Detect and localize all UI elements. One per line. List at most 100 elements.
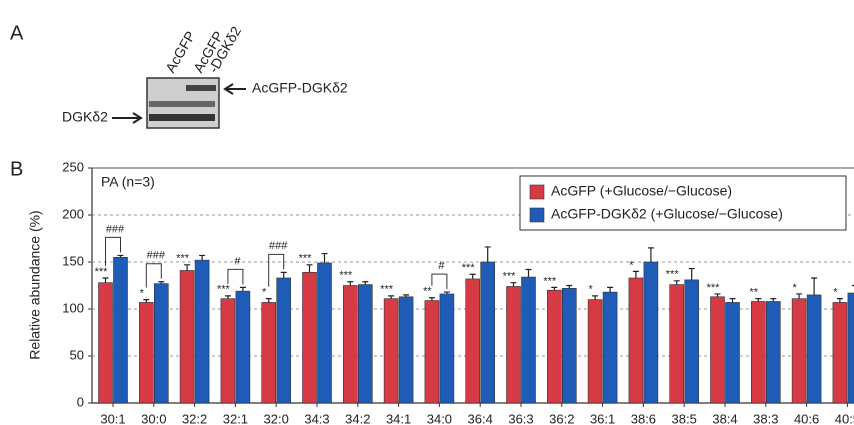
error-bar (796, 294, 802, 299)
significance: * (792, 282, 797, 294)
error-bar (770, 299, 776, 302)
error-bar (511, 283, 517, 287)
error-bar (755, 299, 761, 302)
error-bar (633, 271, 639, 278)
bar (807, 295, 821, 403)
bar (792, 299, 806, 403)
panel-letter: A (10, 22, 24, 44)
error-bar (143, 300, 149, 303)
x-tick-label: 40:5 (835, 411, 854, 425)
error-bar (715, 294, 721, 297)
bar (358, 285, 372, 403)
bar (221, 299, 235, 403)
x-tick-label: 36:1 (590, 411, 615, 425)
significance: * (140, 288, 145, 300)
error-bar (240, 287, 246, 291)
significance: * (262, 287, 267, 299)
y-tick-label: 250 (62, 159, 84, 174)
panel-letter: B (10, 158, 23, 180)
bracket (228, 269, 243, 284)
arrow (112, 113, 141, 123)
legend: AcGFP (+Glucose/−Glucose)AcGFP-DGKδ2 (+G… (520, 176, 846, 230)
arrow (225, 84, 246, 94)
bar (603, 292, 617, 403)
y-axis-label: Relative abundance (%) (27, 210, 43, 359)
y-tick-label: 100 (62, 300, 84, 315)
y-tick-label: 200 (62, 206, 84, 221)
error-bar (837, 299, 843, 303)
bar (522, 277, 536, 403)
x-tick-label: 34:0 (427, 411, 452, 425)
x-tick-label: 36:4 (468, 411, 493, 425)
significance: ** (423, 286, 432, 298)
error-bar (566, 286, 572, 289)
error-bar (388, 296, 394, 299)
band (186, 85, 216, 91)
error-bar (811, 278, 817, 295)
bar (440, 294, 454, 403)
bar (547, 290, 561, 403)
bar (180, 270, 194, 403)
band (149, 114, 215, 121)
y-tick-label: 150 (62, 253, 84, 268)
x-tick-label: 34:2 (345, 411, 370, 425)
legend-swatch (530, 185, 544, 199)
bar (711, 297, 725, 403)
bar (670, 285, 684, 403)
significance: *** (543, 275, 557, 287)
band-label: DGKδ2 (62, 109, 108, 125)
error-bar (607, 287, 613, 292)
significance: * (629, 259, 634, 271)
bar (466, 279, 480, 403)
bar (195, 260, 209, 403)
significance: ### (269, 240, 288, 252)
bar (507, 286, 521, 403)
significance: *** (380, 284, 394, 296)
y-tick-label: 0 (77, 394, 84, 409)
significance: * (588, 284, 593, 296)
figure: A AcGFP AcGFP -DGKδ2 DGKδ2 AcGFP-DGKδ2 B… (0, 0, 854, 425)
chart-title: PA (n=3) (101, 174, 155, 190)
significance: *** (462, 262, 476, 274)
error-bar (689, 269, 695, 280)
bar (99, 283, 113, 403)
band (149, 101, 215, 107)
bracket (432, 274, 447, 289)
bar (833, 302, 847, 403)
legend-label: AcGFP-DGKδ2 (+Glucose/−Glucose) (551, 206, 783, 222)
error-bar (526, 270, 532, 278)
y-tick-label: 50 (70, 347, 84, 362)
bar (481, 262, 495, 403)
bar (139, 302, 153, 403)
significance: *** (176, 253, 190, 265)
bar (262, 302, 276, 403)
bar (425, 301, 439, 403)
bar (644, 262, 658, 403)
bar (399, 297, 413, 403)
error-bar (470, 274, 476, 279)
x-tick-label: 38:5 (672, 411, 697, 425)
error-bar (225, 296, 231, 299)
significance: ### (106, 223, 125, 235)
error-bar (551, 287, 557, 290)
significance: *** (217, 284, 231, 296)
bar (277, 278, 291, 403)
error-bar (592, 296, 598, 300)
bar (751, 301, 765, 403)
bar (154, 284, 168, 403)
x-tick-label: 34:3 (304, 411, 329, 425)
significance: *** (503, 271, 517, 283)
x-tick-label: 38:3 (753, 411, 778, 425)
x-tick-label: 40:6 (794, 411, 819, 425)
bar (236, 291, 250, 403)
x-tick-label: 36:2 (549, 411, 574, 425)
significance: *** (299, 253, 313, 265)
x-tick-label: 32:1 (223, 411, 248, 425)
bar (384, 299, 398, 403)
bar (848, 293, 854, 403)
plot: 05010015020025030:1***###30:0*###32:2***… (62, 159, 854, 425)
error-bar (674, 281, 680, 285)
bar (303, 272, 317, 403)
significance: *** (707, 282, 721, 294)
blot (147, 78, 219, 128)
